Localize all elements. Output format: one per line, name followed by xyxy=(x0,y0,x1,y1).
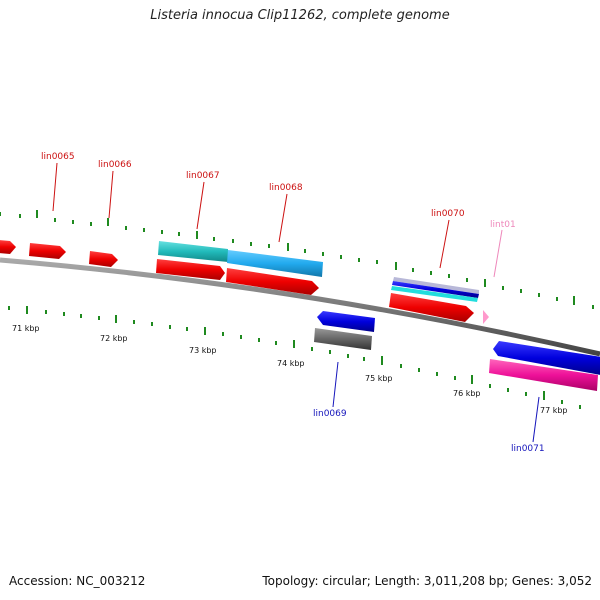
gene-label-lint01[interactable]: lint01 xyxy=(490,220,516,230)
map-title: Listeria innocua Clip11262, complete gen… xyxy=(150,8,450,23)
reverse-tick-row xyxy=(8,306,581,409)
kbp-label: 77 kbp xyxy=(540,406,568,415)
gene-arrow-lin0068[interactable] xyxy=(226,268,319,295)
gene-arrow-lin0067[interactable] xyxy=(156,259,225,280)
gene-arrow-lin0071[interactable] xyxy=(493,341,600,375)
forward-tick-row xyxy=(0,210,594,309)
genome-summary-text: Topology: circular; Length: 3,011,208 bp… xyxy=(262,574,592,588)
label-leaders xyxy=(52,162,540,443)
rna-arrow-lint01[interactable] xyxy=(483,310,489,324)
accession-text: Accession: NC_003212 xyxy=(9,574,146,588)
dna-backbone xyxy=(0,257,600,357)
gene-arrow-lin0066[interactable] xyxy=(89,251,118,267)
gene-label-lin0070[interactable]: lin0070 xyxy=(431,209,465,219)
gene-label-lin0068[interactable]: lin0068 xyxy=(269,183,303,193)
gene-label-lin0071[interactable]: lin0071 xyxy=(511,444,545,454)
gene-arrow-lin0065[interactable] xyxy=(29,243,66,259)
kbp-label: 75 kbp xyxy=(365,374,393,383)
gene-arrow-lin0070[interactable] xyxy=(389,293,474,322)
gene-label-lin0066[interactable]: lin0066 xyxy=(98,160,132,170)
feature-band-lin0070-top[interactable] xyxy=(393,277,479,294)
kbp-label: 76 kbp xyxy=(453,389,481,398)
feature-band-lin0068[interactable] xyxy=(227,250,323,277)
kbp-label: 73 kbp xyxy=(189,346,217,355)
feature-band-lin0070-low[interactable] xyxy=(391,286,478,302)
kbp-label: 71 kbp xyxy=(12,324,40,333)
gene-label-lin0067[interactable]: lin0067 xyxy=(186,171,220,181)
gene-arrow-lin0069[interactable] xyxy=(317,311,375,332)
reverse-genes xyxy=(314,311,600,391)
gene-label-lin0065[interactable]: lin0065 xyxy=(41,152,75,162)
feature-band-lin0067[interactable] xyxy=(158,241,228,262)
feature-bands xyxy=(158,241,479,302)
gene-arrow-lin0064[interactable] xyxy=(0,240,16,254)
gene-band-lin0069[interactable] xyxy=(314,328,372,350)
kbp-scale-labels: 71 kbp 72 kbp 73 kbp 74 kbp 75 kbp 76 kb… xyxy=(12,324,568,415)
gene-labels: lin0065 lin0066 lin0067 lin0068 lin0070 … xyxy=(41,152,545,454)
forward-genes xyxy=(0,240,489,324)
feature-band-lin0070-mid[interactable] xyxy=(392,281,479,298)
kbp-label: 72 kbp xyxy=(100,334,128,343)
gene-label-lin0069[interactable]: lin0069 xyxy=(313,409,347,419)
gene-band-lin0071[interactable] xyxy=(489,359,598,391)
kbp-label: 74 kbp xyxy=(277,359,305,368)
